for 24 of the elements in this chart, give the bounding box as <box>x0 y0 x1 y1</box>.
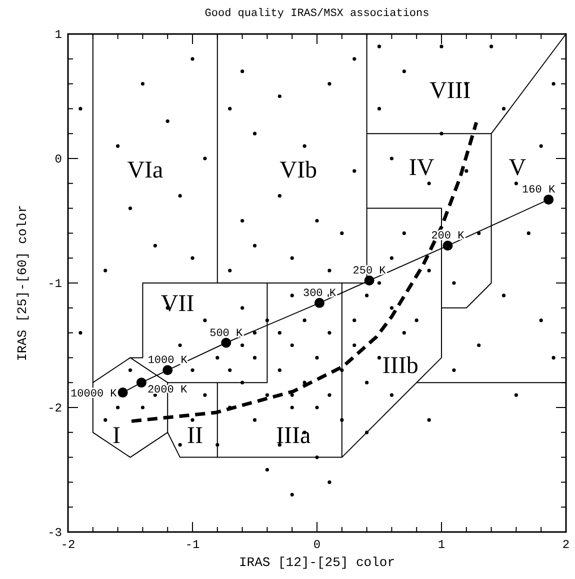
annotation: VIb <box>280 158 317 184</box>
chart-title: Good quality IRAS/MSX associations <box>204 8 430 20</box>
annotation: I <box>112 422 121 449</box>
x-tick-label: 0 <box>313 538 321 552</box>
annotation: IIIa <box>276 422 311 449</box>
annotation: V <box>508 155 527 182</box>
y-tick-label: 1 <box>54 28 62 42</box>
y-tick-label: -3 <box>48 526 62 540</box>
x-tick-label: 1 <box>438 538 446 552</box>
y-tick-label: 0 <box>54 152 62 166</box>
annotation: VII <box>160 290 194 317</box>
x-tick-label: 2 <box>562 538 570 552</box>
annotation: 160 K <box>522 184 556 197</box>
y-tick-label: -1 <box>48 277 62 291</box>
annotation: II <box>187 422 203 449</box>
annotation: 500 K <box>210 328 244 340</box>
y-tick-label: -2 <box>48 402 62 416</box>
annotation: IV <box>408 155 435 182</box>
x-tick-label: -1 <box>185 538 200 552</box>
annotation: VIII <box>430 78 471 104</box>
annotation: VIa <box>127 158 164 184</box>
annotation: IIIb <box>382 353 418 380</box>
x-axis-title: IRAS [12]-[25] color <box>238 555 396 570</box>
y-axis-title: IRAS [25]-[60] color <box>15 204 30 362</box>
